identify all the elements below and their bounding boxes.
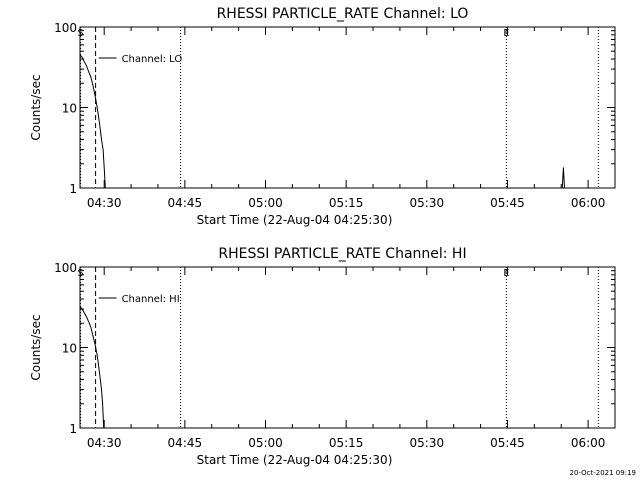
chart2-y-tick-label: 10 [62, 342, 77, 356]
chart2-y-axis-label: Counts/sec [29, 314, 43, 380]
chart2-x-tick-label: 05:00 [248, 436, 283, 450]
chart2-x-tick-label: 05:30 [410, 436, 445, 450]
chart1-y-tick-label: 10 [62, 102, 77, 116]
chart1-x-tick-label: 04:45 [168, 196, 203, 210]
chart2-x-tick-label: 04:30 [87, 436, 122, 450]
chart1-x-tick-label: 06:00 [571, 196, 606, 210]
chart1-x-tick-label: 05:15 [329, 196, 364, 210]
chart1-series-1-line [79, 54, 106, 189]
chart1-y-tick-label: 1 [69, 182, 77, 196]
footer-timestamp: 20-Oct-2021 09:19 [569, 469, 636, 477]
chart2-x-tick-label: 06:00 [571, 436, 606, 450]
chart1-x-tick-label: 05:30 [410, 196, 445, 210]
chart1-plot-frame [79, 26, 616, 189]
chart1-legend-label: Channel: LO [122, 54, 183, 65]
chart2-legend-label: Channel: HI [122, 294, 180, 305]
chart2-marker-label: S [78, 268, 84, 279]
chart2-marker-label: E [503, 268, 509, 279]
chart1-y-tick-label: 100 [54, 21, 77, 35]
chart2-x-tick-label: 05:45 [490, 436, 525, 450]
chart1-x-tick-label: 04:30 [87, 196, 122, 210]
chart1-title: RHESSI PARTICLE_RATE Channel: LO [217, 6, 469, 22]
chart2-x-tick-label: 05:15 [329, 436, 364, 450]
chart2-x-axis-label: Start Time (22-Aug-04 04:25:30) [197, 453, 393, 467]
chart1-x-axis-label: Start Time (22-Aug-04 04:25:30) [197, 213, 393, 227]
chart2-y-tick-label: 100 [54, 261, 77, 275]
chart2-y-tick-label: 1 [69, 422, 77, 436]
chart2-series-1-line [79, 306, 105, 429]
chart2-plot-frame [79, 266, 616, 429]
chart1-x-tick-label: 05:45 [490, 196, 525, 210]
chart2-title: RHESSI PARTICLE_RATE Channel: HI [218, 246, 466, 262]
chart1-y-axis-label: Counts/sec [29, 74, 43, 140]
chart1-series-2-line [561, 167, 565, 189]
chart2-x-tick-label: 04:45 [168, 436, 203, 450]
chart1-marker-label: E [503, 28, 509, 39]
chart1-x-tick-label: 05:00 [248, 196, 283, 210]
chart1-marker-label: S [78, 28, 84, 39]
